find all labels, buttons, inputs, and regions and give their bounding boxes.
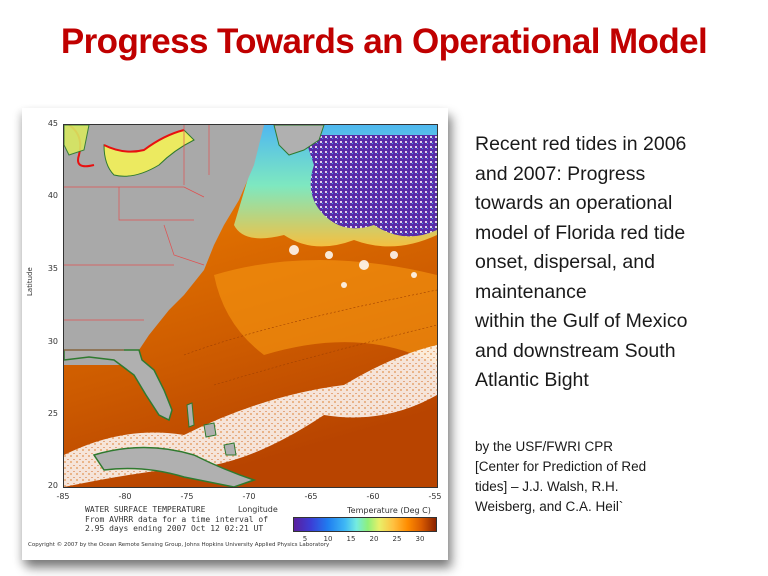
x-tick-minus70: -70 xyxy=(242,492,256,501)
sst-map-image xyxy=(64,125,437,487)
description-line: Atlantic Bight xyxy=(475,369,589,391)
x-tick-minus55: -55 xyxy=(428,492,442,501)
credits-text: by the USF/FWRI CPR [Center for Predicti… xyxy=(475,437,760,517)
colorbar-tick-15: 15 xyxy=(346,535,356,543)
figure-caption: WATER SURFACE TEMPERATURE From AVHRR dat… xyxy=(85,505,268,534)
credits-line: tides] – J.J. Walsh, R.H. xyxy=(475,479,619,494)
x-tick-minus65: -65 xyxy=(304,492,318,501)
colorbar-tick-5: 5 xyxy=(302,535,308,543)
x-tick-minus80: -80 xyxy=(118,492,132,501)
x-axis-title: Longitude xyxy=(238,505,278,514)
x-tick-minus85: -85 xyxy=(56,492,70,501)
temperature-colorbar xyxy=(293,517,437,532)
y-tick-20: 20 xyxy=(47,481,58,490)
colorbar-tick-10: 10 xyxy=(323,535,333,543)
figure-copyright: Copyright © 2007 by the Ocean Remote Sen… xyxy=(28,542,330,548)
colorbar-tick-25: 25 xyxy=(392,535,402,543)
credits-line: Weisberg, and C.A. Heil` xyxy=(475,499,624,514)
caption-line-3: 2.95 days ending 2007 Oct 12 02:21 UT xyxy=(85,524,264,533)
description-line: towards an operational xyxy=(475,192,673,214)
description-line: model of Florida red tide xyxy=(475,221,686,244)
slide-title: Progress Towards an Operational Model xyxy=(60,22,708,61)
y-axis-title: Latitude xyxy=(26,267,34,296)
y-tick-30: 30 xyxy=(47,337,58,346)
sst-figure-panel: 45 40 35 30 25 20 Latitude -85 -80 -75 -… xyxy=(22,108,448,560)
y-tick-45: 45 xyxy=(47,119,58,128)
colorbar-tick-20: 20 xyxy=(369,535,379,543)
y-tick-35: 35 xyxy=(47,264,58,273)
description-line: maintenance xyxy=(475,280,587,303)
caption-line-1: WATER SURFACE TEMPERATURE xyxy=(85,505,206,514)
description-text: Recent red tides in 2006 and 2007: Progr… xyxy=(475,130,760,396)
description-line: Recent red tides in 2006 xyxy=(475,133,687,155)
credits-line: [Center for Prediction of Red xyxy=(475,459,647,474)
y-tick-25: 25 xyxy=(47,409,58,418)
description-line: onset, dispersal, and xyxy=(475,251,655,273)
sst-map xyxy=(63,124,438,488)
description-line: and 2007: Progress xyxy=(475,162,646,185)
description-line: within the Gulf of Mexico xyxy=(475,310,688,332)
colorbar-tick-30: 30 xyxy=(415,535,425,543)
y-tick-40: 40 xyxy=(47,191,58,200)
colorbar-title: Temperature (Deg C) xyxy=(347,506,431,515)
x-tick-minus60: -60 xyxy=(366,492,380,501)
caption-line-2: From AVHRR data for a time interval of xyxy=(85,514,269,524)
description-line: and downstream South xyxy=(475,339,676,362)
credits-line: by the USF/FWRI CPR xyxy=(475,439,614,454)
x-tick-minus75: -75 xyxy=(180,492,194,501)
